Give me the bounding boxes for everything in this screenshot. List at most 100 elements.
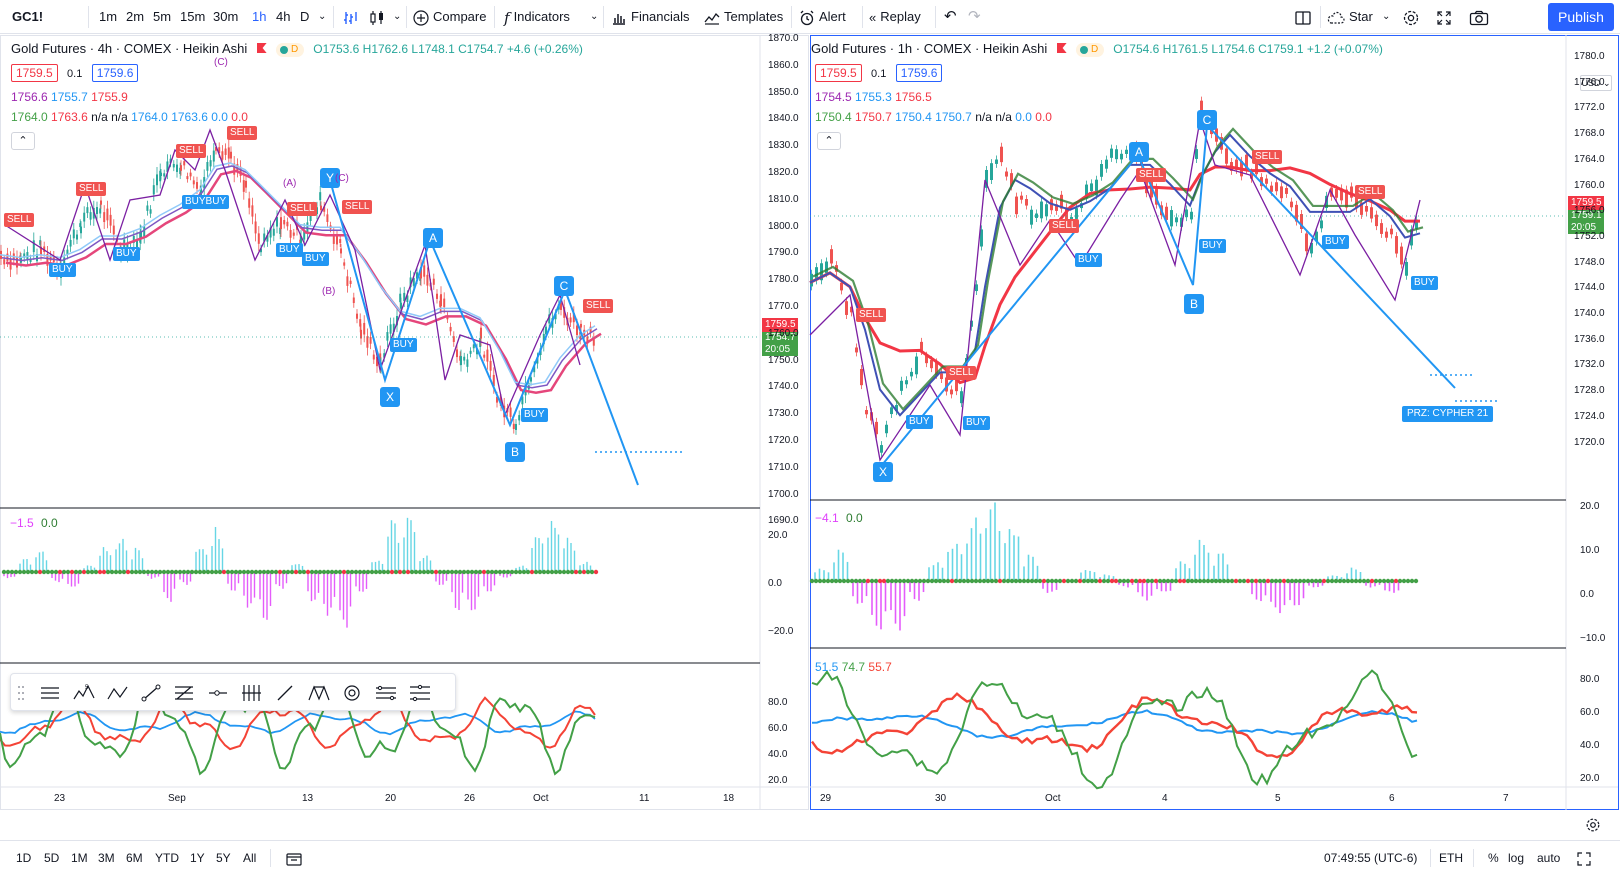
indicators-dropdown-icon[interactable]: ⌄ — [590, 11, 599, 22]
range-6m-button[interactable]: 6M — [126, 851, 143, 865]
alert-button[interactable]: Alert — [799, 0, 846, 34]
line-tool-icon[interactable] — [274, 683, 296, 703]
candle-body — [548, 314, 551, 324]
price-tick-label: 1744.0 — [1574, 282, 1605, 294]
bar-style-icon[interactable] — [343, 0, 359, 34]
candle-type-icon[interactable] — [368, 0, 386, 34]
range-1d-button[interactable]: 1D — [16, 851, 32, 865]
right-ask-price[interactable]: 1759.6 — [895, 64, 943, 82]
osc-value: −1.5 — [10, 516, 34, 530]
horizontal-lines-tool-icon[interactable] — [39, 683, 61, 703]
star-button[interactable]: Star — [1327, 0, 1373, 34]
candle-body — [163, 173, 166, 177]
candle-body — [1320, 220, 1323, 229]
parallel-channel-tool-icon[interactable] — [374, 683, 396, 703]
chart-settings-gear-icon[interactable] — [1585, 817, 1601, 836]
right-bid-price[interactable]: 1759.5 — [815, 64, 862, 82]
abc-wave-tool-icon[interactable] — [106, 683, 128, 703]
session-toggle[interactable]: ETH — [1439, 851, 1463, 865]
range-5d-button[interactable]: 5D — [44, 851, 60, 865]
left-ask-price[interactable]: 1759.6 — [91, 64, 139, 82]
interval-15m[interactable]: 15m — [180, 9, 206, 24]
range-ytd-button[interactable]: YTD — [155, 851, 179, 865]
currency-selector[interactable]: USD ⌄ — [1580, 75, 1612, 91]
maximize-icon[interactable] — [1577, 841, 1591, 875]
candle-body — [359, 319, 362, 327]
range-1m-button[interactable]: 1M — [71, 851, 88, 865]
goto-date-icon[interactable] — [286, 841, 302, 875]
zero-line-dot — [537, 569, 543, 575]
templates-button[interactable]: Templates — [704, 0, 783, 34]
trend-line-tool-icon[interactable] — [140, 683, 162, 703]
zero-line-dot — [1345, 578, 1351, 584]
interval-5m[interactable]: 5m — [153, 9, 172, 24]
vertical-lines-tool-icon[interactable] — [240, 683, 262, 703]
candle-body — [463, 356, 466, 361]
candle-body — [279, 227, 282, 235]
gear-icon[interactable] — [1402, 0, 1420, 34]
candle-body — [1335, 188, 1338, 198]
candle-body — [218, 147, 221, 153]
symbol-search-button[interactable]: GC1! — [12, 9, 44, 24]
candle-body — [860, 368, 863, 386]
range-3m-button[interactable]: 3M — [98, 851, 115, 865]
drag-handle-icon[interactable] — [17, 683, 27, 703]
interval-dropdown-icon[interactable]: ⌄ — [318, 11, 327, 22]
fib-retracement-tool-icon[interactable] — [173, 683, 195, 703]
interval-30m[interactable]: 30m — [213, 9, 239, 24]
fullscreen-icon[interactable] — [1436, 0, 1452, 34]
undo-icon[interactable]: ↶ — [944, 8, 957, 25]
auto-scale-toggle[interactable]: auto — [1537, 851, 1561, 865]
candle-body — [86, 207, 89, 214]
replay-button[interactable]: «Replay — [869, 0, 921, 34]
price-tick-label: 1764.0 — [1574, 153, 1605, 165]
zero-line-dot — [409, 569, 415, 575]
zero-line-dot — [933, 578, 939, 584]
charts-canvas[interactable] — [0, 35, 1620, 840]
zero-line-dot — [93, 569, 99, 575]
left-bid-price[interactable]: 1759.5 — [11, 64, 58, 82]
range-1y-button[interactable]: 1Y — [190, 851, 205, 865]
publish-button[interactable]: Publish — [1548, 3, 1614, 31]
chart-type-dropdown-icon[interactable]: ⌄ — [393, 11, 402, 22]
camera-icon[interactable] — [1469, 0, 1489, 34]
interval-1m[interactable]: 1m — [99, 9, 118, 24]
rsi-line-blue — [0, 710, 596, 736]
horizontal-ray-tool-icon[interactable] — [207, 683, 229, 703]
star-dropdown-icon[interactable]: ⌄ — [1382, 11, 1391, 22]
clock-time[interactable]: 07:49:55 (UTC-6) — [1324, 851, 1418, 865]
candle-body — [233, 163, 236, 175]
interval-D[interactable]: D — [300, 9, 310, 24]
zero-line-dot — [1233, 578, 1239, 584]
candle-body — [1340, 188, 1343, 201]
candle-body — [83, 212, 86, 222]
percent-scale-toggle[interactable]: % — [1488, 851, 1499, 865]
log-scale-toggle[interactable]: log — [1508, 851, 1525, 865]
redo-icon[interactable]: ↷ — [968, 8, 981, 25]
right-chart-title[interactable]: Gold Futures · 1h · COMEX · Heikin Ashi — [811, 41, 1048, 56]
candle-body — [360, 329, 362, 339]
zero-line-dot — [1361, 578, 1367, 584]
right-legend-collapse-button[interactable]: ⌃ — [817, 132, 841, 150]
range-5y-button[interactable]: 5Y — [216, 851, 231, 865]
regression-channel-tool-icon[interactable] — [408, 683, 430, 703]
layout-icon[interactable] — [1294, 0, 1312, 34]
compare-button[interactable]: Compare — [413, 0, 486, 34]
elliott-wave-tool-icon[interactable]: 5 — [72, 683, 95, 703]
fib-circle-tool-icon[interactable] — [341, 683, 363, 703]
zero-line-dot — [13, 569, 19, 575]
financials-button[interactable]: Financials — [611, 0, 690, 34]
indicators-button[interactable]: f Indicators — [504, 0, 570, 34]
candle-body — [389, 324, 392, 334]
xabcd-pattern-tool-icon[interactable] — [307, 683, 330, 703]
left-legend-collapse-button[interactable]: ⌃ — [11, 132, 35, 150]
left-chart-title[interactable]: Gold Futures · 4h · COMEX · Heikin Ashi — [11, 41, 248, 56]
interval-4h[interactable]: 4h — [276, 9, 291, 24]
interval-2m[interactable]: 2m — [126, 9, 145, 24]
price-tick-label: 1810.0 — [768, 193, 799, 205]
time-tick-label: 29 — [820, 793, 832, 804]
range-all-button[interactable]: All — [243, 851, 257, 865]
zero-line-dot — [425, 569, 431, 575]
interval-1h[interactable]: 1h — [252, 9, 267, 24]
candle-body — [420, 267, 422, 279]
